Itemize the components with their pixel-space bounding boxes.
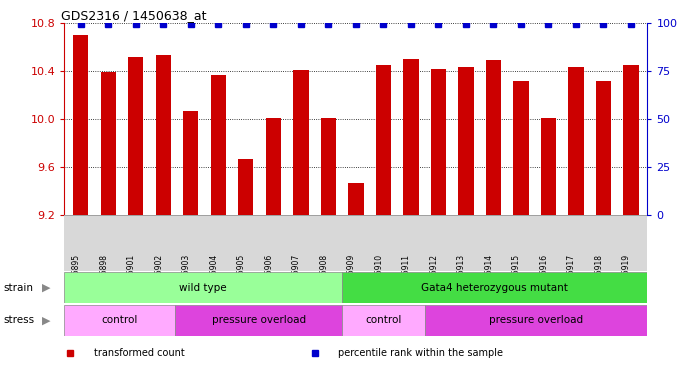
Text: GDS2316 / 1450638_at: GDS2316 / 1450638_at (62, 9, 207, 22)
Text: stress: stress (3, 315, 35, 325)
Bar (128, 57, 144, 215)
Bar (376, 65, 391, 215)
Bar (431, 69, 446, 215)
Bar (101, 72, 116, 215)
Bar (294, 70, 308, 215)
Text: pressure overload: pressure overload (212, 315, 306, 325)
Bar (403, 59, 418, 215)
Bar (321, 118, 336, 215)
Bar (211, 74, 226, 215)
Bar (183, 111, 199, 215)
Bar (342, 272, 647, 303)
Bar (342, 305, 425, 336)
Bar (64, 305, 176, 336)
Text: ▶: ▶ (42, 315, 51, 325)
Bar (73, 35, 88, 215)
Bar (541, 118, 556, 215)
Bar (425, 305, 647, 336)
Bar (596, 81, 611, 215)
Bar (486, 60, 501, 215)
Text: control: control (102, 315, 138, 325)
Bar (624, 65, 639, 215)
Bar (458, 68, 473, 215)
Bar (156, 55, 171, 215)
Bar (239, 159, 254, 215)
Bar (176, 305, 342, 336)
Text: wild type: wild type (180, 283, 227, 293)
Text: ▶: ▶ (42, 283, 51, 293)
Bar (568, 68, 584, 215)
Text: strain: strain (3, 283, 33, 293)
Bar (266, 118, 281, 215)
Text: percentile rank within the sample: percentile rank within the sample (338, 348, 504, 358)
Bar (64, 272, 342, 303)
Text: control: control (365, 315, 402, 325)
Text: Gata4 heterozygous mutant: Gata4 heterozygous mutant (421, 283, 568, 293)
Bar (513, 81, 529, 215)
Bar (348, 183, 363, 215)
Text: transformed count: transformed count (94, 348, 184, 358)
Text: pressure overload: pressure overload (490, 315, 584, 325)
